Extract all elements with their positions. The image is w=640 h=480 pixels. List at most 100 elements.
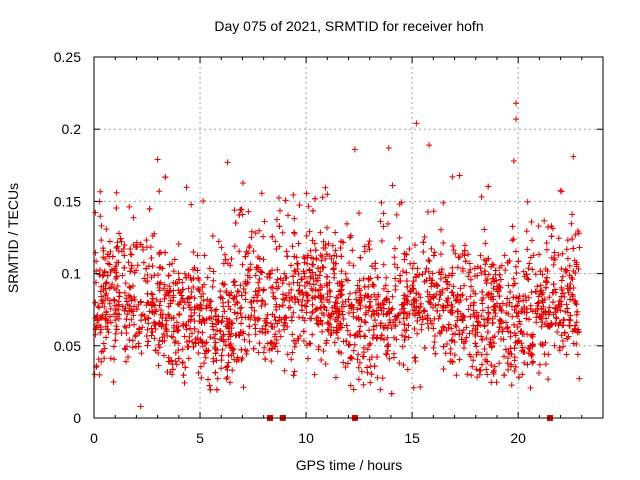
data-point — [162, 325, 169, 332]
data-point — [282, 314, 289, 321]
data-point — [113, 205, 120, 212]
data-point — [285, 290, 292, 297]
data-point — [299, 314, 306, 321]
data-point — [423, 265, 430, 272]
data-point — [497, 284, 504, 291]
data-point — [488, 263, 495, 270]
data-point — [463, 324, 470, 331]
y-axis-title: SRMTID / TECUs — [5, 183, 21, 293]
data-point — [132, 332, 139, 339]
data-point — [237, 305, 244, 312]
data-point — [563, 246, 570, 253]
data-point — [156, 280, 163, 287]
data-point — [284, 351, 291, 358]
data-point — [225, 325, 232, 332]
data-point — [227, 340, 234, 347]
data-point — [144, 290, 151, 297]
data-point — [128, 297, 135, 304]
data-point — [460, 326, 467, 333]
data-point — [273, 246, 280, 253]
data-point — [554, 328, 561, 335]
data-point — [289, 243, 296, 250]
data-point — [192, 340, 199, 347]
data-point — [220, 332, 227, 339]
data-point — [454, 313, 461, 320]
data-point — [326, 287, 333, 294]
data-point — [291, 267, 298, 274]
data-point — [425, 257, 432, 264]
data-point — [195, 274, 202, 281]
data-point — [132, 333, 139, 340]
data-point — [115, 301, 122, 308]
data-point — [319, 194, 326, 201]
data-point — [385, 288, 392, 295]
data-point — [569, 235, 576, 242]
data-point — [325, 240, 332, 247]
data-point — [514, 302, 521, 309]
data-point — [210, 277, 217, 284]
data-point — [173, 361, 180, 368]
data-point — [404, 283, 411, 290]
data-point — [200, 316, 207, 323]
data-point — [501, 372, 508, 379]
data-point — [98, 326, 105, 333]
data-point — [338, 238, 345, 245]
data-point — [238, 320, 245, 327]
data-point — [322, 245, 329, 252]
data-point — [331, 339, 338, 346]
data-point — [339, 308, 346, 315]
data-point — [473, 343, 480, 350]
data-point — [322, 184, 329, 191]
data-point — [454, 317, 461, 324]
data-point — [121, 242, 128, 249]
data-point — [332, 247, 339, 254]
data-point — [283, 274, 290, 281]
data-point — [372, 317, 379, 324]
data-point — [451, 352, 458, 359]
data-point — [568, 220, 575, 227]
data-point — [176, 310, 183, 317]
data-point — [154, 156, 161, 163]
data-point — [272, 295, 279, 302]
data-point — [548, 320, 555, 327]
data-point — [504, 325, 511, 332]
data-point — [300, 328, 307, 335]
data-point — [129, 344, 136, 351]
data-point — [309, 331, 316, 338]
data-point — [534, 283, 541, 290]
data-point — [564, 309, 571, 316]
data-point — [478, 297, 485, 304]
data-point — [502, 346, 509, 353]
data-point — [304, 254, 311, 261]
data-point — [254, 298, 261, 305]
data-point — [200, 198, 207, 205]
data-point — [470, 357, 477, 364]
data-point — [233, 315, 240, 322]
data-point — [274, 266, 281, 273]
data-point — [292, 299, 299, 306]
data-point — [483, 351, 490, 358]
data-point — [465, 306, 472, 313]
data-point — [103, 279, 110, 286]
data-point — [504, 355, 511, 362]
data-point — [159, 321, 166, 328]
data-point — [366, 246, 373, 253]
data-point — [197, 363, 204, 370]
data-point — [339, 299, 346, 306]
data-point — [143, 302, 150, 309]
data-point — [174, 327, 181, 334]
data-point — [205, 347, 212, 354]
data-point — [231, 309, 238, 316]
data-point — [142, 316, 149, 323]
data-point — [452, 250, 459, 257]
data-point — [496, 302, 503, 309]
data-point — [525, 276, 532, 283]
data-point — [212, 308, 219, 315]
data-point — [428, 245, 435, 252]
data-point — [221, 251, 228, 258]
data-point — [125, 292, 132, 299]
data-point — [238, 304, 245, 311]
data-point — [201, 360, 208, 367]
data-point — [228, 255, 235, 262]
